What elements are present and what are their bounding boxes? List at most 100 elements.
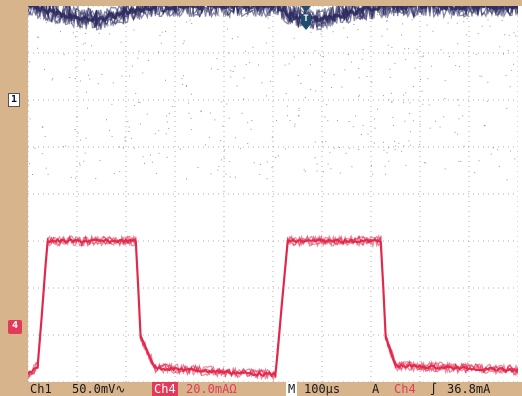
scope-screen[interactable]: T bbox=[28, 6, 518, 382]
ch1-noise-dot bbox=[303, 169, 305, 171]
timebase-value[interactable]: 100µs bbox=[304, 382, 341, 396]
ch1-noise-dot bbox=[188, 102, 190, 104]
ch1-scale[interactable]: 50.0mV∿ bbox=[72, 382, 126, 396]
ch1-noise-dot bbox=[261, 82, 263, 84]
ch1-noise-dot bbox=[330, 168, 332, 170]
ch1-noise-dot bbox=[79, 80, 81, 82]
ch1-noise-dot bbox=[416, 48, 418, 50]
ch1-noise-dot bbox=[229, 176, 231, 178]
ch1-noise-dot bbox=[478, 160, 480, 162]
ch1-noise-dot bbox=[377, 14, 378, 16]
ch1-noise-dot bbox=[463, 21, 465, 23]
ch1-noise-dot bbox=[165, 133, 167, 135]
ch1-label[interactable]: Ch1 bbox=[30, 382, 52, 396]
ch1-noise-dot bbox=[65, 145, 67, 147]
ch1-noise-dot bbox=[134, 105, 135, 106]
ch1-noise-dot bbox=[322, 25, 324, 27]
ch1-noise-dot bbox=[247, 122, 249, 124]
ch1-noise-dot bbox=[158, 152, 160, 154]
ch1-noise-dot bbox=[216, 58, 218, 60]
ch1-noise-dot bbox=[386, 152, 388, 154]
trigger-edge-icon[interactable]: ∫ bbox=[430, 382, 438, 396]
ch1-ground-marker[interactable]: 1 bbox=[8, 93, 20, 107]
bezel-left bbox=[0, 0, 28, 396]
ch1-noise-dot bbox=[388, 160, 390, 162]
ch1-noise-dot bbox=[383, 149, 385, 151]
ch1-noise-dot bbox=[217, 169, 219, 171]
ch1-noise-dot bbox=[133, 29, 135, 31]
ch1-noise-dot bbox=[333, 74, 335, 76]
ch1-noise-dot bbox=[515, 35, 517, 37]
ch1-noise-dot bbox=[258, 64, 259, 66]
waveform-plot[interactable] bbox=[28, 6, 518, 382]
ch1-noise-dot bbox=[29, 61, 31, 63]
ch1-noise-dot bbox=[506, 107, 508, 109]
ch1-noise-dot bbox=[98, 32, 100, 34]
ch1-noise-dot bbox=[124, 140, 126, 142]
ch1-noise-dot bbox=[351, 166, 353, 168]
ch1-noise-dot bbox=[394, 148, 396, 150]
ch4-label[interactable]: Ch4 bbox=[152, 382, 178, 396]
ch1-noise-dot bbox=[440, 49, 442, 51]
trigger-level[interactable]: 36.8mA bbox=[447, 382, 491, 396]
ch1-noise-dot bbox=[400, 150, 402, 152]
ch1-noise-dot bbox=[168, 113, 170, 114]
ch1-noise-dot bbox=[210, 173, 212, 175]
ch1-noise-dot bbox=[429, 127, 431, 129]
ch1-noise-dot bbox=[339, 172, 341, 174]
ch1-noise-dot bbox=[71, 23, 73, 24]
ch1-noise-dot bbox=[190, 129, 192, 131]
ch1-noise-dot bbox=[310, 31, 312, 33]
ch1-noise-dot bbox=[314, 141, 316, 143]
ch1-noise-dot bbox=[487, 81, 489, 83]
ch1-noise-dot bbox=[439, 126, 441, 128]
ch1-noise-dot bbox=[38, 36, 39, 38]
ch1-noise-dot bbox=[351, 61, 353, 63]
trigger-mode[interactable]: A bbox=[372, 382, 380, 396]
trigger-position-marker[interactable]: T bbox=[297, 6, 315, 40]
ch1-noise-dot bbox=[131, 65, 133, 67]
ch1-noise-dot bbox=[389, 76, 391, 78]
ch1-noise-dot bbox=[346, 36, 348, 38]
ch1-noise-dot bbox=[386, 20, 388, 22]
ch1-noise-dot bbox=[127, 121, 129, 123]
ch4-ground-marker[interactable]: 4 bbox=[8, 320, 22, 334]
ch1-noise-dot bbox=[34, 147, 36, 149]
ch1-noise-dot bbox=[271, 136, 273, 138]
ch1-noise-dot bbox=[200, 110, 202, 112]
ch1-noise-dot bbox=[161, 31, 163, 33]
timebase-label: M bbox=[286, 382, 298, 396]
ch1-noise-dot bbox=[86, 91, 87, 93]
ch1-noise-dot bbox=[106, 119, 107, 121]
ch1-noise-dot bbox=[408, 48, 410, 50]
ch1-noise-dot bbox=[79, 164, 81, 166]
ch1-noise-dot bbox=[498, 165, 500, 167]
ch1-noise-dot bbox=[158, 51, 159, 53]
ch1-noise-dot bbox=[142, 72, 144, 74]
ch1-noise-dot bbox=[128, 126, 130, 128]
ch4-scale[interactable]: 20.0mAΩ bbox=[186, 382, 237, 396]
trigger-source[interactable]: Ch4 bbox=[394, 382, 416, 396]
ch1-noise-dot bbox=[289, 119, 291, 121]
ch1-noise-dot bbox=[234, 137, 236, 139]
ch1-noise-dot bbox=[371, 164, 372, 166]
ch1-noise-dot bbox=[160, 42, 162, 44]
ch1-noise-dot bbox=[490, 153, 492, 155]
ch1-noise-dot bbox=[146, 113, 148, 115]
ch1-noise-dot bbox=[409, 131, 411, 133]
ch1-noise-dot bbox=[101, 74, 103, 75]
ch1-noise-dot bbox=[70, 176, 72, 178]
ch1-noise-dot bbox=[29, 118, 31, 120]
ch1-noise-dot bbox=[506, 179, 508, 181]
ch1-noise-dot bbox=[222, 125, 224, 127]
ch1-noise-dot bbox=[148, 60, 150, 61]
ch1-noise-dot bbox=[414, 67, 416, 69]
ch1-noise-dot bbox=[507, 49, 509, 51]
ch4-trace-core bbox=[28, 238, 518, 378]
ch1-noise-dot bbox=[137, 57, 139, 59]
ch1-noise-dot bbox=[83, 59, 85, 61]
ch1-noise-dot bbox=[450, 17, 452, 19]
ch1-noise-dot bbox=[37, 47, 38, 49]
ch1-noise-dot bbox=[139, 102, 141, 103]
ch1-noise-dot bbox=[409, 113, 411, 114]
